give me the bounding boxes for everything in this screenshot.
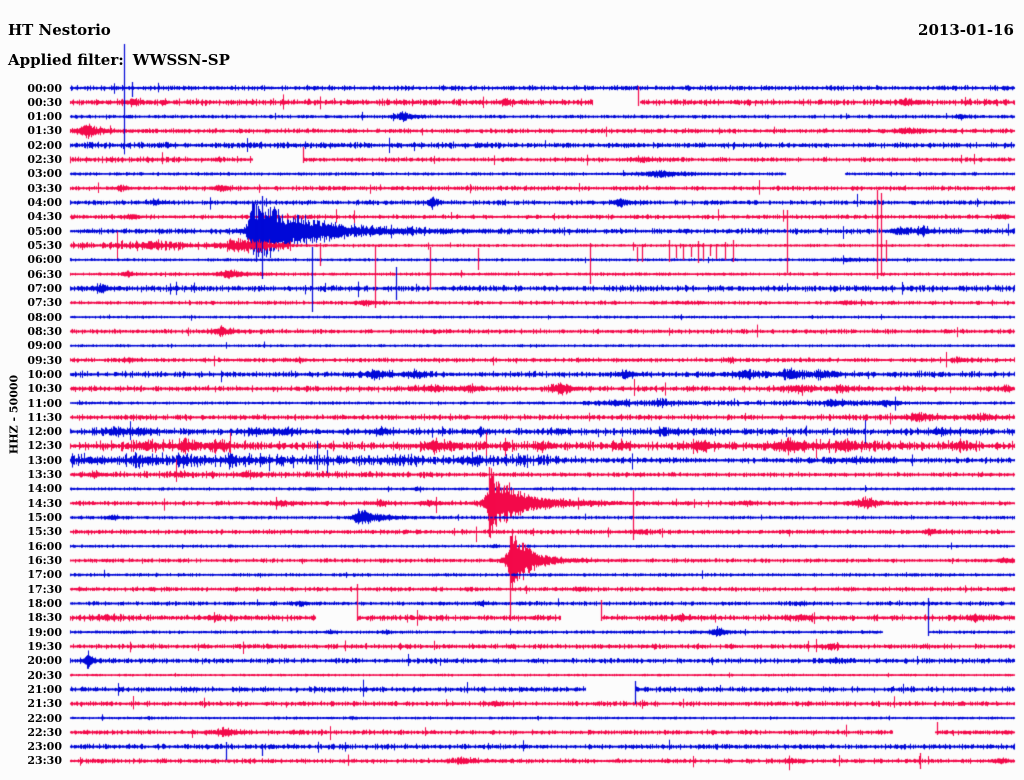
time-label: 19:30 <box>27 639 62 653</box>
time-label: 06:00 <box>27 253 62 267</box>
time-label: 18:00 <box>27 596 62 610</box>
time-label: 12:30 <box>27 439 62 453</box>
time-label: 00:30 <box>27 95 62 109</box>
time-label: 08:00 <box>27 310 62 324</box>
time-label: 09:30 <box>27 353 62 367</box>
time-label: 02:30 <box>27 153 62 167</box>
time-label: 04:30 <box>27 210 62 224</box>
time-label: 00:00 <box>27 81 62 95</box>
time-label: 20:00 <box>27 654 62 668</box>
time-label: 18:30 <box>27 611 62 625</box>
time-label: 11:00 <box>27 396 62 410</box>
time-label: 17:00 <box>27 568 62 582</box>
filter-label: Applied filter: <box>8 51 124 69</box>
time-label: 07:30 <box>27 296 62 310</box>
time-label: 22:30 <box>27 725 62 739</box>
time-label: 17:30 <box>27 582 62 596</box>
time-label: 12:00 <box>27 425 62 439</box>
time-label: 15:00 <box>27 511 62 525</box>
time-label: 10:00 <box>27 367 62 381</box>
time-label: 08:30 <box>27 324 62 338</box>
time-label: 05:30 <box>27 239 62 252</box>
time-label: 10:30 <box>27 382 62 396</box>
filter-value: WWSSN-SP <box>132 51 230 69</box>
time-label: 03:30 <box>27 181 62 195</box>
time-label: 23:00 <box>27 740 62 754</box>
time-label: 05:00 <box>27 224 62 238</box>
time-label: 04:00 <box>27 196 62 210</box>
time-label: 01:30 <box>27 124 62 138</box>
filter-line: Applied filter: WWSSN-SP <box>8 51 230 69</box>
time-label: 14:00 <box>27 482 62 496</box>
time-label: 02:00 <box>27 138 62 152</box>
station-name: HT Nestorio <box>8 21 111 39</box>
time-label: 13:30 <box>27 468 62 482</box>
time-label: 07:00 <box>27 281 62 295</box>
time-label: 01:00 <box>27 110 62 124</box>
time-label: 13:00 <box>27 453 62 467</box>
time-label: 20:30 <box>27 668 62 682</box>
time-label: 03:00 <box>27 167 62 181</box>
time-label: 21:30 <box>27 697 62 711</box>
time-label: 16:00 <box>27 539 62 553</box>
time-label: 11:30 <box>27 410 62 424</box>
time-label: 15:30 <box>27 525 62 539</box>
time-label: 06:30 <box>27 267 62 281</box>
time-label: 14:30 <box>27 496 62 510</box>
time-label: 21:00 <box>27 682 62 696</box>
time-label: 23:30 <box>27 754 62 768</box>
record-date: 2013-01-16 <box>918 21 1014 39</box>
time-label: 09:00 <box>27 339 62 353</box>
time-label: 19:00 <box>27 625 62 639</box>
time-label: 16:30 <box>27 554 62 568</box>
time-label: 22:00 <box>27 711 62 725</box>
